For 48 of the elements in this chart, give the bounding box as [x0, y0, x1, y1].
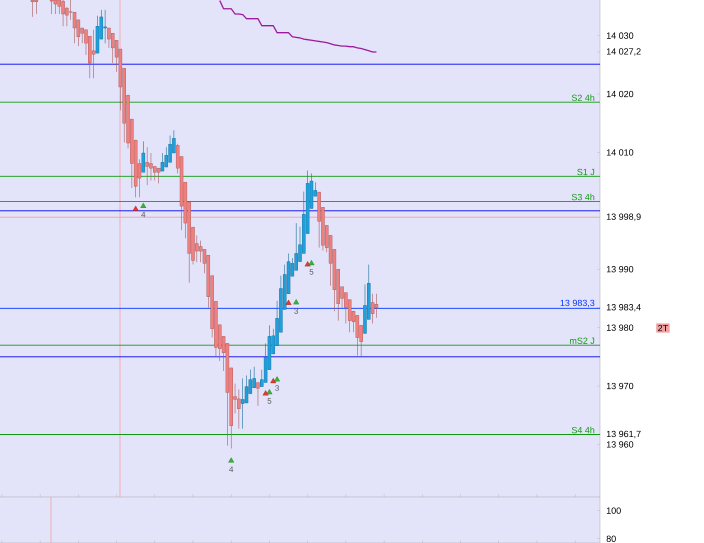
candlestick: [256, 382, 260, 406]
candlestick: [356, 315, 360, 356]
y-tick-label: 13 998,9: [606, 214, 641, 221]
candlestick: [50, 0, 54, 14]
ref-line-label: S1 J: [577, 168, 594, 176]
point: [286, 300, 292, 305]
y-tick-label: 80: [606, 536, 616, 542]
point: [228, 457, 234, 463]
candlestick: [30, 0, 34, 18]
y-tick-label: 14 030: [606, 32, 634, 39]
y-tick-label: 13 980: [606, 324, 634, 331]
candlestick: [107, 28, 111, 48]
y-tick-label: 13 983,4: [606, 304, 641, 312]
candlestick: [374, 293, 378, 318]
ref-line-label: S4 4h: [572, 426, 594, 434]
y-tick-label: 14 020: [606, 90, 634, 98]
y-tick-label: 13 990: [606, 266, 634, 272]
y-tick-label: 13 960: [606, 441, 634, 448]
point: [266, 389, 272, 394]
candlestick: [142, 141, 146, 173]
candlestick: [198, 240, 202, 263]
point: [140, 202, 146, 208]
candlestick: [156, 168, 160, 184]
text: 2T: [658, 324, 668, 332]
point: [308, 260, 314, 266]
y-tick-label: 14 027,2: [606, 48, 641, 56]
candlestick: [370, 293, 374, 324]
y-tick-label: 13 970: [606, 382, 634, 390]
candlestick: [240, 378, 244, 429]
ref-line-label: 13 983,3: [560, 300, 594, 308]
candlestick: [54, 0, 58, 14]
point: [274, 376, 280, 382]
y-tick-label: 13 961,7: [606, 430, 641, 438]
point: [270, 378, 276, 384]
y-tick-label: 14 010: [606, 149, 634, 156]
y-tick-label: 100: [606, 507, 621, 514]
candlestick: [160, 152, 164, 172]
candlestick: [61, 0, 65, 27]
point: [293, 299, 300, 304]
candlestick: [164, 146, 168, 168]
point: [132, 206, 139, 211]
ref-line-label: S3 4h: [572, 194, 594, 200]
ref-line-label: S2 4h: [572, 94, 594, 101]
ref-line-label: mS2 J: [570, 338, 594, 344]
candlestick: [145, 146, 149, 186]
candlestick: [92, 29, 96, 79]
candlestick: [103, 10, 107, 44]
candlestick: [34, 0, 38, 14]
